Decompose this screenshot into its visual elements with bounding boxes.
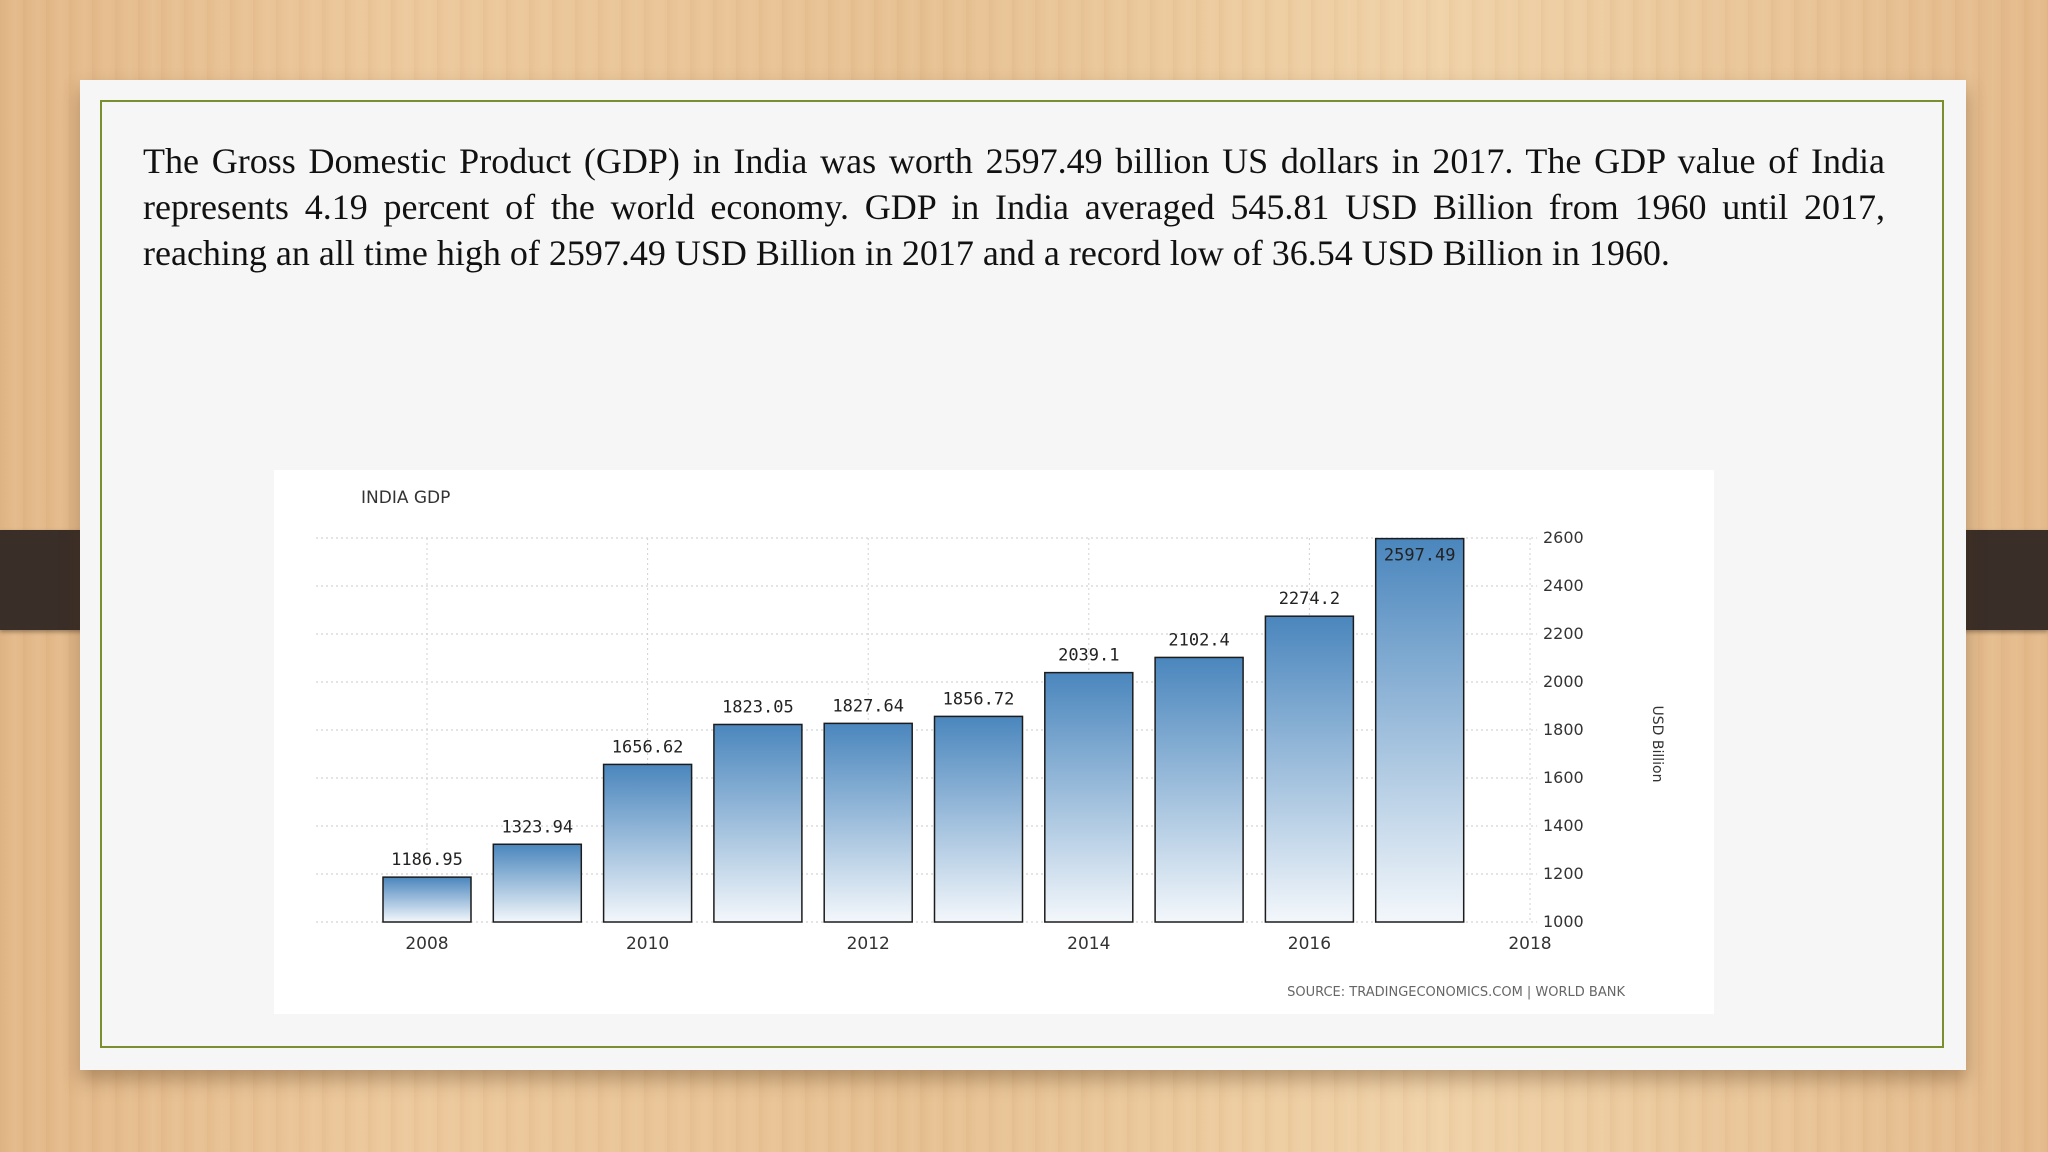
bar-2013 (933, 715, 1024, 923)
y-tick-label: 1200 (1543, 864, 1584, 883)
bar-2012 (823, 722, 913, 923)
gdp-description: The Gross Domestic Product (GDP) in Indi… (143, 141, 1885, 273)
bar-value-label: 2039.1 (1058, 646, 1119, 666)
bar-value-label: 1827.64 (832, 696, 904, 716)
slide-border (100, 100, 1944, 1048)
india-gdp-chart: 1000 1200 1400 1600 1800 2000 2200 2400 2600 2008… (274, 470, 1714, 1014)
x-tick-label: 2012 (847, 934, 890, 954)
bar-2016 (1264, 615, 1355, 923)
bar-value-label: 2597.49 (1384, 546, 1456, 566)
y-tick-label: 1400 (1543, 816, 1584, 835)
y-tick-label: 1800 (1543, 720, 1584, 739)
bar-2011 (713, 723, 803, 923)
bar-2017 (1374, 537, 1465, 923)
x-tick-label: 2008 (405, 934, 448, 954)
bar-value-label: 1823.05 (722, 697, 794, 717)
bar-2009 (492, 843, 583, 923)
bar-2015 (1154, 656, 1244, 923)
y-tick-label: 2600 (1543, 528, 1584, 547)
chart-source: SOURCE: TRADINGECONOMICS.COM | WORLD BAN… (1287, 985, 1625, 1000)
x-tick-label: 2016 (1288, 934, 1331, 954)
x-tick-label: 2010 (626, 934, 669, 954)
bar-2014 (1044, 671, 1134, 923)
y-axis-label: USD Billion (1649, 706, 1665, 783)
chart-title: INDIA GDP (361, 488, 450, 508)
y-tick-label: 2000 (1543, 672, 1584, 691)
x-tick-label: 2018 (1508, 934, 1551, 954)
y-tick-label: 2400 (1543, 576, 1584, 595)
bar-value-label: 2274.2 (1279, 589, 1340, 609)
bar-value-label: 2102.4 (1168, 630, 1229, 650)
y-tick-label: 1000 (1543, 912, 1584, 931)
y-tick-label: 2200 (1543, 624, 1584, 643)
x-tick-label: 2014 (1067, 934, 1110, 954)
bar-value-label: 1186.95 (391, 850, 463, 870)
bar-2010 (602, 763, 693, 923)
chart-canvas: 1000 1200 1400 1600 1800 2000 2200 2400 2600 2008… (316, 488, 1665, 1000)
bar-value-label: 1323.94 (501, 817, 573, 837)
bar-value-label: 1856.72 (943, 689, 1015, 709)
bar-2008 (382, 876, 472, 923)
bar-value-label: 1656.62 (612, 737, 684, 757)
y-tick-label: 1600 (1543, 768, 1584, 787)
